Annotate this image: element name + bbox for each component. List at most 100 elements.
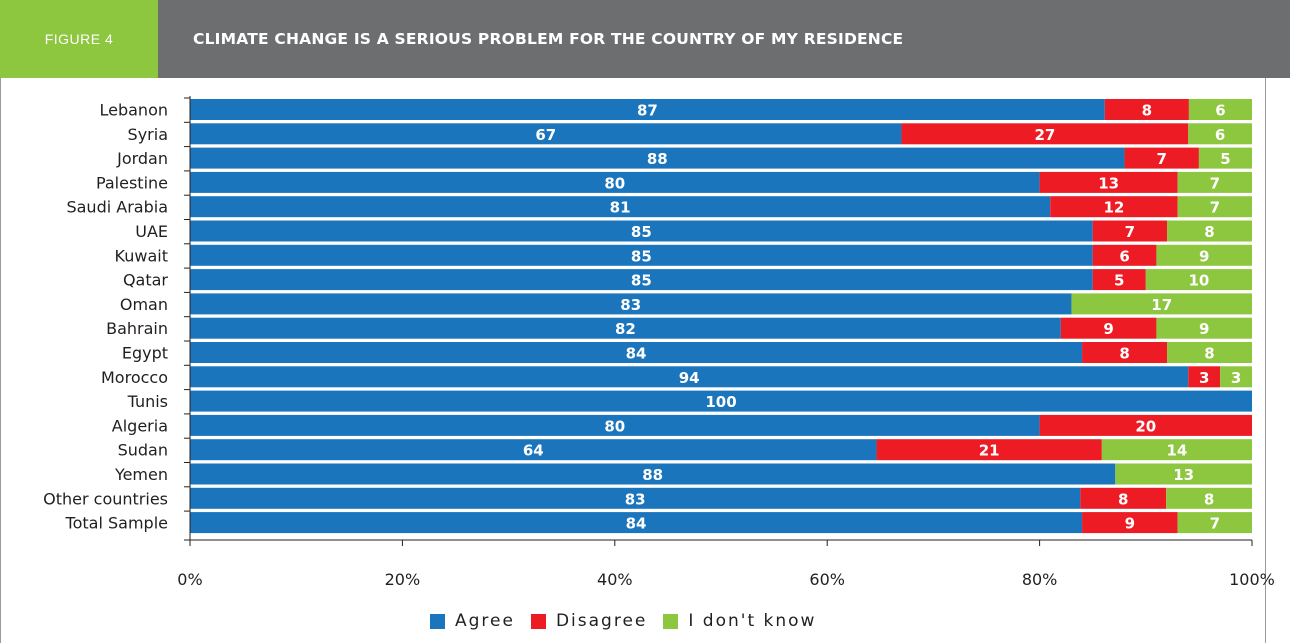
bar-dont-know-total-sample [1177,512,1252,534]
x-tick-label-5: 100% [1229,570,1275,589]
x-tick-label-2: 40% [597,570,633,589]
data-label-disagree-uae: 7 [1125,223,1135,241]
bar-disagree-kuwait [1092,244,1157,266]
category-label-bahrain: Bahrain [106,319,168,338]
bar-disagree-lebanon [1104,99,1189,120]
data-label-dont-know-egypt: 8 [1204,345,1214,363]
data-label-agree-palestine: 80 [604,174,625,192]
bar-disagree-bahrain [1060,317,1157,339]
data-label-agree-lebanon: 87 [637,102,658,120]
x-tick-label-1: 20% [385,570,421,589]
data-label-dont-know-yemen: 13 [1173,466,1194,484]
data-label-dont-know-bahrain: 9 [1199,320,1209,338]
legend-swatch-agree [430,613,445,629]
bar-disagree-morocco [1188,366,1221,388]
legend-swatch-dont-know [663,613,679,629]
data-label-disagree-qatar: 5 [1114,272,1124,290]
bar-dont-know-kuwait [1156,244,1252,266]
category-label-egypt: Egypt [122,344,168,363]
legend-item-agree: Agree [430,611,515,631]
category-label-saudi-arabia: Saudi Arabia [66,198,168,217]
category-label-lebanon: Lebanon [99,101,168,120]
bar-disagree-palestine [1039,171,1178,193]
category-label-yemen: Yemen [114,465,168,484]
data-label-disagree-egypt: 8 [1119,345,1129,363]
data-label-dont-know-uae: 8 [1204,223,1214,241]
bar-agree-bahrain [190,317,1061,339]
category-label-syria: Syria [128,125,168,144]
bar-agree-kuwait [190,244,1093,266]
category-label-other-countries: Other countries [43,489,168,508]
bar-agree-uae [190,220,1093,242]
data-label-disagree-bahrain: 9 [1103,320,1113,338]
bar-agree-syria [190,123,902,145]
category-label-qatar: Qatar [123,271,168,290]
data-label-agree-kuwait: 85 [631,247,652,265]
data-label-dont-know-jordan: 5 [1220,150,1230,168]
bar-disagree-other-countries [1080,487,1167,509]
legend-label-disagree: Disagree [555,611,648,631]
data-label-dont-know-sudan: 14 [1166,442,1187,460]
data-label-agree-morocco: 94 [679,369,700,387]
legend-item-disagree: Disagree [530,611,648,631]
data-label-dont-know-qatar: 10 [1188,272,1209,290]
data-label-disagree-syria: 27 [1034,126,1055,144]
x-tick-label-4: 80% [1022,570,1058,589]
data-label-disagree-other-countries: 8 [1118,490,1128,508]
figure-title: CLIMATE CHANGE IS A SERIOUS PROBLEM FOR … [193,30,904,48]
bar-agree-palestine [190,171,1040,193]
bar-disagree-algeria [1039,414,1252,436]
chart-frame [0,78,1266,643]
x-tick-label-0: 0% [177,570,202,589]
data-label-disagree-kuwait: 6 [1119,247,1129,265]
data-label-disagree-total-sample: 9 [1125,515,1135,533]
data-label-disagree-saudi-arabia: 12 [1104,199,1125,217]
data-label-dont-know-morocco: 3 [1231,369,1241,387]
data-label-dont-know-other-countries: 8 [1204,490,1214,508]
category-label-algeria: Algeria [112,416,168,435]
bar-agree-qatar [190,269,1093,291]
bar-dont-know-sudan [1101,439,1252,461]
category-label-morocco: Morocco [101,368,168,387]
bar-dont-know-syria [1188,123,1252,145]
data-label-agree-yemen: 88 [642,466,663,484]
bar-dont-know-palestine [1177,171,1252,193]
bar-dont-know-other-countries [1166,487,1252,509]
data-label-agree-qatar: 85 [631,272,652,290]
data-label-agree-total-sample: 84 [626,515,647,533]
data-label-agree-oman: 83 [620,296,641,314]
bar-dont-know-egypt [1167,342,1252,363]
category-label-total-sample: Total Sample [65,514,168,533]
bar-disagree-total-sample [1082,512,1178,534]
bar-dont-know-uae [1167,220,1252,242]
bar-dont-know-saudi-arabia [1177,196,1252,218]
bar-agree-egypt [190,342,1083,363]
legend-label-agree: Agree [455,611,515,631]
data-label-agree-uae: 85 [631,223,652,241]
data-label-disagree-sudan: 21 [979,442,1000,460]
legend-label-dont-know: I don't know [688,611,817,631]
figure-tag: FIGURE 4 [0,0,158,78]
data-label-agree-tunis: 100 [705,393,736,411]
bar-agree-morocco [190,366,1189,388]
category-label-palestine: Palestine [96,173,168,192]
bar-agree-lebanon [190,99,1105,120]
data-label-agree-jordan: 88 [647,150,668,168]
data-label-agree-syria: 67 [535,126,556,144]
data-label-dont-know-saudi-arabia: 7 [1210,199,1220,217]
bar-agree-total-sample [190,512,1083,534]
bar-disagree-sudan [876,439,1102,461]
data-label-dont-know-syria: 6 [1215,126,1225,144]
category-label-oman: Oman [120,295,168,314]
bar-dont-know-yemen [1115,463,1252,485]
bar-dont-know-qatar [1145,269,1252,291]
data-label-dont-know-palestine: 7 [1210,174,1220,192]
legend-item-dont-know: I don't know [663,611,816,631]
bar-disagree-uae [1092,220,1168,242]
data-label-dont-know-kuwait: 9 [1199,247,1209,265]
bar-dont-know-lebanon [1188,99,1252,120]
data-label-disagree-jordan: 7 [1157,150,1167,168]
bar-agree-algeria [190,414,1040,436]
category-label-jordan: Jordan [116,149,168,168]
category-label-sudan: Sudan [118,441,168,460]
